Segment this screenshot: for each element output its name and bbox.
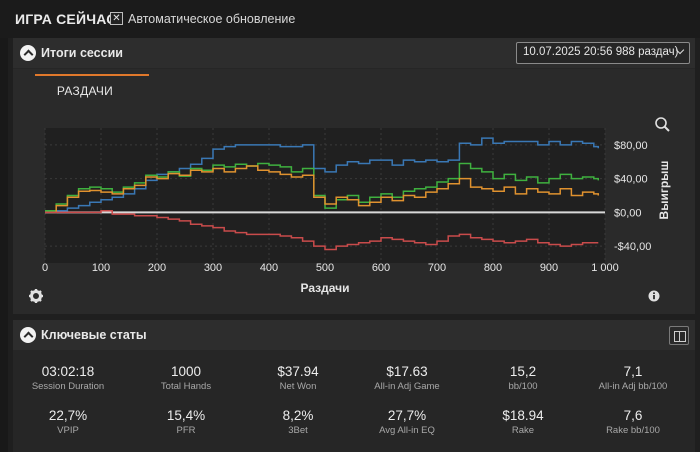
stat-label: Rake bb/100 xyxy=(606,425,660,436)
stat-value: 1000 xyxy=(170,364,202,379)
stat-rake: $18.94 Rake xyxy=(468,408,578,436)
x-tick-label: 800 xyxy=(484,262,502,274)
top-bar: ИГРА СЕЙЧАС ✕ Автоматическое обновление xyxy=(0,0,700,38)
stat-label: Avg All-in EQ xyxy=(379,425,435,436)
tab-active-indicator xyxy=(35,74,149,76)
stat-label: All-in Adj Game xyxy=(374,381,440,392)
session-results-header: Итоги сессии 10.07.2025 20:56 988 раздач… xyxy=(13,38,695,69)
stat-value: 7,6 xyxy=(623,408,643,423)
zoom-icon[interactable] xyxy=(655,117,670,132)
stat-all-in-adj-bb-100: 7,1 All-in Adj bb/100 xyxy=(578,364,688,392)
stat-value: 7,1 xyxy=(623,364,643,379)
chart-series xyxy=(45,137,600,251)
y-axis-label: Выигрыш xyxy=(657,161,671,220)
tab-hands[interactable]: РАЗДАЧИ xyxy=(35,74,149,106)
stat-value: $18.94 xyxy=(502,408,544,423)
session-select-value: 10.07.2025 20:56 988 раздач) xyxy=(523,46,679,58)
info-icon[interactable] xyxy=(648,290,660,302)
page-title: ИГРА СЕЙЧАС xyxy=(15,11,117,27)
series-line-net-won xyxy=(45,137,600,214)
stat-label: VPIP xyxy=(57,425,79,436)
winnings-chart: 0 100 200 300 400 500 600 700 800 900 1 000 $80,00… xyxy=(29,117,671,303)
stat-value: $37.94 xyxy=(277,364,319,379)
stat-label: PFR xyxy=(176,425,196,436)
stat-value: 15,2 xyxy=(509,364,537,379)
y-tick-label: $0,00 xyxy=(614,207,642,219)
stat-value: 27,7% xyxy=(387,408,427,423)
y-axis-ticks: $80,00 $40,00 $0,00 -$40,00 xyxy=(614,140,651,253)
x-tick-label: 0 xyxy=(42,262,48,274)
stat-label: 3Bet xyxy=(288,425,308,436)
stat-label: Total Hands xyxy=(160,381,212,392)
x-tick-label: 500 xyxy=(316,262,334,274)
stat-vpip: 22,7% VPIP xyxy=(13,408,123,436)
stat-avg-all-in-eq: 27,7% Avg All-in EQ xyxy=(352,408,462,436)
stat-bb-100: 15,2 bb/100 xyxy=(468,364,578,392)
y-tick-label: -$40,00 xyxy=(614,241,651,253)
series-line-all-in-adj xyxy=(45,162,600,212)
tab-hands-label: РАЗДАЧИ xyxy=(56,84,114,98)
stat-label: Session Duration xyxy=(31,381,105,392)
stat-rake-bb-100: 7,6 Rake bb/100 xyxy=(578,408,688,436)
x-tick-label: 100 xyxy=(92,262,110,274)
stat-label: Rake xyxy=(511,425,535,436)
x-tick-label: 900 xyxy=(540,262,558,274)
stat-value: 22,7% xyxy=(48,408,88,423)
series-line-showdown xyxy=(45,209,599,251)
stat-value: 8,2% xyxy=(282,408,314,423)
session-results-title: Итоги сессии xyxy=(41,46,123,60)
x-axis-label: Раздачи xyxy=(301,281,350,295)
stat-value: 03:02:18 xyxy=(41,364,95,379)
session-select[interactable]: 10.07.2025 20:56 988 раздач) xyxy=(516,42,690,64)
stat-value: $17.63 xyxy=(386,364,428,379)
stat-label: Net Won xyxy=(279,381,317,392)
stat-net-won: $37.94 Net Won xyxy=(243,364,353,392)
stat-label: bb/100 xyxy=(508,381,538,392)
stat-value: 15,4% xyxy=(166,408,206,423)
x-tick-label: 200 xyxy=(148,262,166,274)
stat-3bet: 8,2% 3Bet xyxy=(243,408,353,436)
left-strip xyxy=(0,38,8,452)
settings-gear-icon[interactable] xyxy=(29,289,43,303)
x-tick-label: 600 xyxy=(372,262,390,274)
y-tick-label: $40,00 xyxy=(614,174,648,186)
auto-update-label[interactable]: Автоматическое обновление xyxy=(128,12,296,26)
stat-pfr: 15,4% PFR xyxy=(131,408,241,436)
collapse-chevron-icon[interactable] xyxy=(20,45,36,61)
auto-update-checkbox[interactable]: ✕ xyxy=(110,12,123,25)
key-stats-title: Ключевые статы xyxy=(41,328,147,342)
key-stats-panel: Ключевые статы 03:02:18 Session Duration… xyxy=(13,320,695,452)
series-line-expected xyxy=(45,165,600,214)
stat-total-hands: 1000 Total Hands xyxy=(131,364,241,392)
key-stats-header: Ключевые статы xyxy=(13,320,695,350)
y-tick-label: $80,00 xyxy=(614,140,648,152)
x-tick-label: 300 xyxy=(204,262,222,274)
x-tick-label: 700 xyxy=(428,262,446,274)
x-tick-label: 1 000 xyxy=(591,262,619,274)
columns-layout-icon[interactable] xyxy=(669,326,689,345)
x-axis-ticks: 0 100 200 300 400 500 600 700 800 900 1 000 xyxy=(42,262,619,274)
x-tick-label: 400 xyxy=(260,262,278,274)
stat-label: All-in Adj bb/100 xyxy=(598,381,668,392)
stat-session-duration: 03:02:18 Session Duration xyxy=(13,364,123,392)
stat-all-in-adj-game: $17.63 All-in Adj Game xyxy=(352,364,462,392)
collapse-chevron-icon[interactable] xyxy=(20,327,36,343)
